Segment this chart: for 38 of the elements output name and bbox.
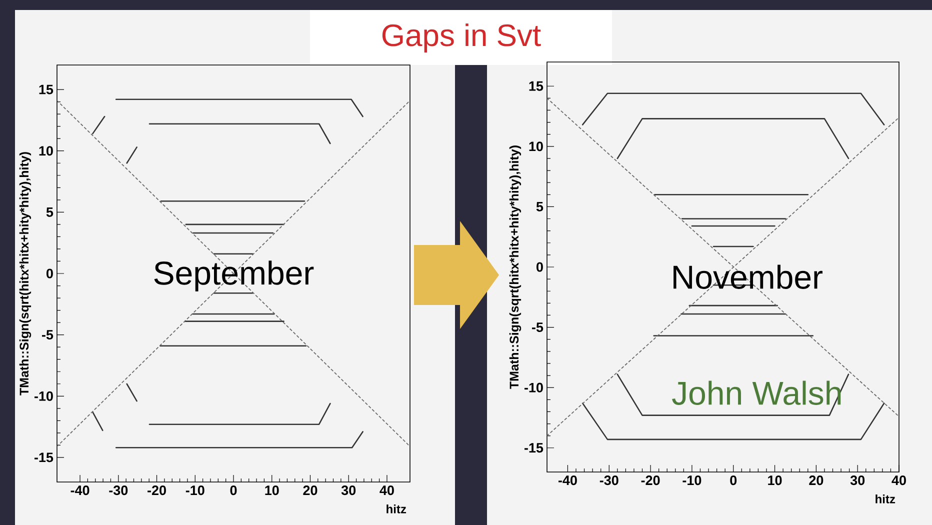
- x-tick-label: 40: [892, 476, 906, 486]
- x-axis-title: hitz: [876, 494, 896, 504]
- y-tick-label: 0: [46, 268, 53, 278]
- annotation: John Walsh: [672, 380, 841, 405]
- y-tick-label: -10: [524, 382, 543, 392]
- y-tick-label: 0: [536, 262, 543, 272]
- y-tick-label: -5: [42, 330, 54, 340]
- y-axis-title: TMath::Sign(sqrt(hitx*hitx+hity*hity),hity): [19, 152, 32, 396]
- y-tick-label: 5: [536, 202, 544, 212]
- x-tick-label: 30: [341, 486, 356, 496]
- x-tick-label: 20: [809, 476, 824, 486]
- y-tick-label: -15: [34, 452, 54, 462]
- y-tick-label: 10: [39, 146, 53, 156]
- x-tick-label: 30: [850, 476, 865, 486]
- x-tick-label: 10: [768, 476, 782, 486]
- y-tick-label: -10: [34, 391, 53, 401]
- y-tick-label: -15: [524, 443, 544, 453]
- chart-title: Gaps in Svt: [382, 24, 541, 52]
- y-tick-label: 15: [529, 81, 544, 91]
- y-tick-label: -5: [532, 322, 544, 332]
- x-tick-label: -40: [70, 486, 90, 496]
- x-tick-label: 20: [303, 486, 318, 496]
- y-axis-title: TMath::Sign(sqrt(hitx*hitx+hity*hity),hity): [509, 146, 522, 389]
- x-tick-label: 0: [730, 476, 737, 486]
- x-tick-label: -30: [109, 486, 128, 496]
- x-tick-label: -40: [558, 476, 577, 486]
- y-tick-label: 15: [39, 84, 54, 94]
- y-tick-label: 10: [529, 142, 543, 152]
- x-tick-label: -20: [148, 486, 166, 496]
- x-tick-label: 10: [265, 486, 279, 496]
- x-tick-label: -20: [641, 476, 660, 486]
- y-tick-label: 5: [46, 207, 54, 217]
- x-tick-label: -10: [186, 486, 204, 496]
- x-tick-label: 40: [380, 486, 394, 496]
- x-tick-label: -10: [682, 476, 702, 486]
- x-tick-label: -30: [600, 476, 618, 486]
- x-axis-title: hitz: [386, 504, 406, 514]
- x-tick-label: 0: [230, 486, 237, 496]
